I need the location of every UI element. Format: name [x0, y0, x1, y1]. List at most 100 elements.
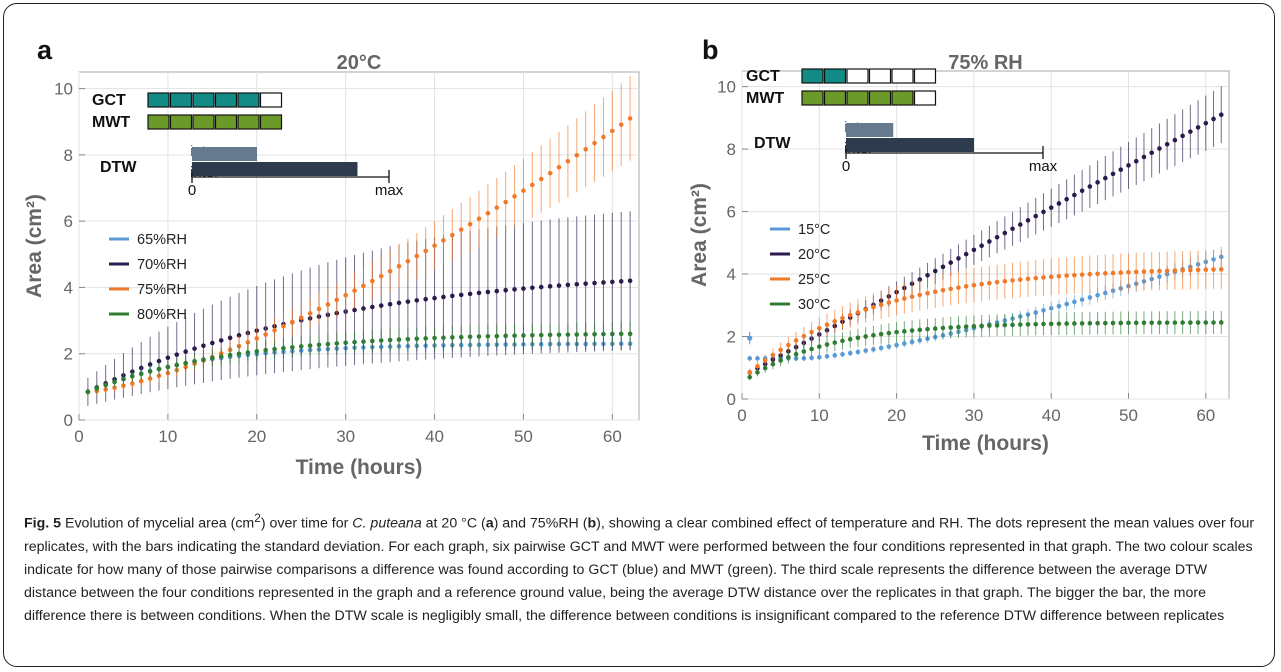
y-tick-label: 6 — [64, 212, 73, 231]
data-point — [817, 325, 822, 331]
data-point — [1002, 278, 1008, 284]
mwt-cell — [891, 90, 914, 106]
data-point — [832, 340, 838, 345]
data-point — [1195, 125, 1201, 130]
data-point — [940, 287, 946, 293]
data-point — [747, 356, 753, 361]
data-point — [201, 357, 206, 362]
data-point — [298, 315, 304, 321]
caption-text: ) and 75%RH ( — [493, 515, 588, 532]
data-point — [1072, 321, 1077, 326]
gct-cell — [891, 68, 914, 84]
data-point — [1010, 322, 1015, 328]
mwt-cell — [259, 114, 283, 130]
data-point — [886, 344, 892, 349]
data-point — [1048, 205, 1054, 210]
data-point — [165, 355, 171, 361]
dtw-inter-bar — [846, 138, 975, 152]
data-point — [467, 291, 473, 297]
mwt-cell — [214, 114, 238, 130]
data-point — [316, 306, 322, 312]
data-point — [1203, 267, 1209, 273]
legend-label: 80%RH — [137, 307, 187, 323]
data-point — [1203, 120, 1209, 126]
data-point — [917, 327, 923, 333]
data-point — [174, 362, 180, 368]
data-point — [538, 332, 544, 338]
data-point — [352, 339, 357, 345]
data-point — [971, 282, 977, 288]
data-point — [1072, 299, 1077, 305]
data-point — [1087, 184, 1093, 189]
data-point — [917, 338, 923, 343]
data-point — [601, 134, 606, 140]
data-point — [1218, 112, 1224, 118]
x-axis-label: Time (hours) — [296, 456, 423, 479]
data-point — [1079, 272, 1085, 277]
data-point — [1149, 150, 1154, 156]
data-point — [1133, 269, 1139, 275]
data-point — [762, 365, 768, 371]
gct-cell — [801, 68, 824, 84]
data-point — [583, 332, 588, 337]
gct-cell — [169, 92, 193, 108]
data-point — [971, 323, 977, 329]
plot-frame — [741, 70, 1230, 400]
data-point — [290, 344, 295, 350]
data-point — [565, 158, 571, 164]
legend-label: 70%RH — [137, 257, 187, 273]
data-point — [556, 283, 562, 288]
data-point — [1041, 275, 1046, 280]
data-point — [1133, 158, 1139, 164]
data-point — [147, 369, 153, 374]
data-point — [840, 315, 845, 321]
data-point — [618, 122, 624, 127]
data-point — [423, 248, 428, 254]
data-point — [1110, 171, 1116, 177]
data-point — [458, 227, 464, 232]
data-point — [263, 332, 268, 337]
data-point — [307, 343, 313, 348]
data-point — [1056, 303, 1062, 309]
y-tick-label: 10 — [717, 78, 736, 97]
x-tick-label: 60 — [603, 427, 622, 446]
data-point — [755, 370, 760, 375]
data-point — [441, 238, 446, 243]
data-point — [467, 334, 473, 340]
data-point — [932, 326, 938, 331]
data-point — [1002, 322, 1008, 328]
chart-title: 75% RH — [948, 52, 1022, 74]
data-point — [272, 346, 277, 352]
data-point — [361, 339, 366, 344]
data-point — [770, 361, 776, 367]
data-point — [458, 292, 464, 298]
data-point — [1103, 175, 1108, 181]
dtw-intra-bar — [846, 123, 894, 137]
y-tick-label: 8 — [64, 146, 73, 165]
data-point — [1157, 146, 1162, 151]
data-point — [809, 355, 814, 361]
data-point — [556, 164, 562, 170]
data-point — [281, 345, 286, 351]
mwt-cell — [192, 114, 215, 130]
data-point — [1056, 201, 1062, 206]
data-point — [1033, 275, 1039, 281]
data-point — [467, 221, 473, 227]
data-point — [334, 297, 340, 303]
data-point — [378, 338, 384, 343]
data-point — [1188, 129, 1193, 134]
data-point — [925, 326, 930, 332]
caption-panel-ref: a — [485, 515, 494, 532]
data-point — [1095, 320, 1100, 326]
data-point — [494, 333, 500, 339]
data-point — [878, 331, 884, 337]
data-point — [503, 333, 508, 339]
data-point — [138, 378, 144, 384]
x-tick-label: 30 — [336, 427, 355, 446]
data-point — [793, 338, 799, 343]
caption-superscript: 2 — [254, 511, 261, 525]
data-point — [994, 234, 1000, 240]
data-point — [121, 383, 126, 389]
data-point — [1218, 267, 1224, 272]
